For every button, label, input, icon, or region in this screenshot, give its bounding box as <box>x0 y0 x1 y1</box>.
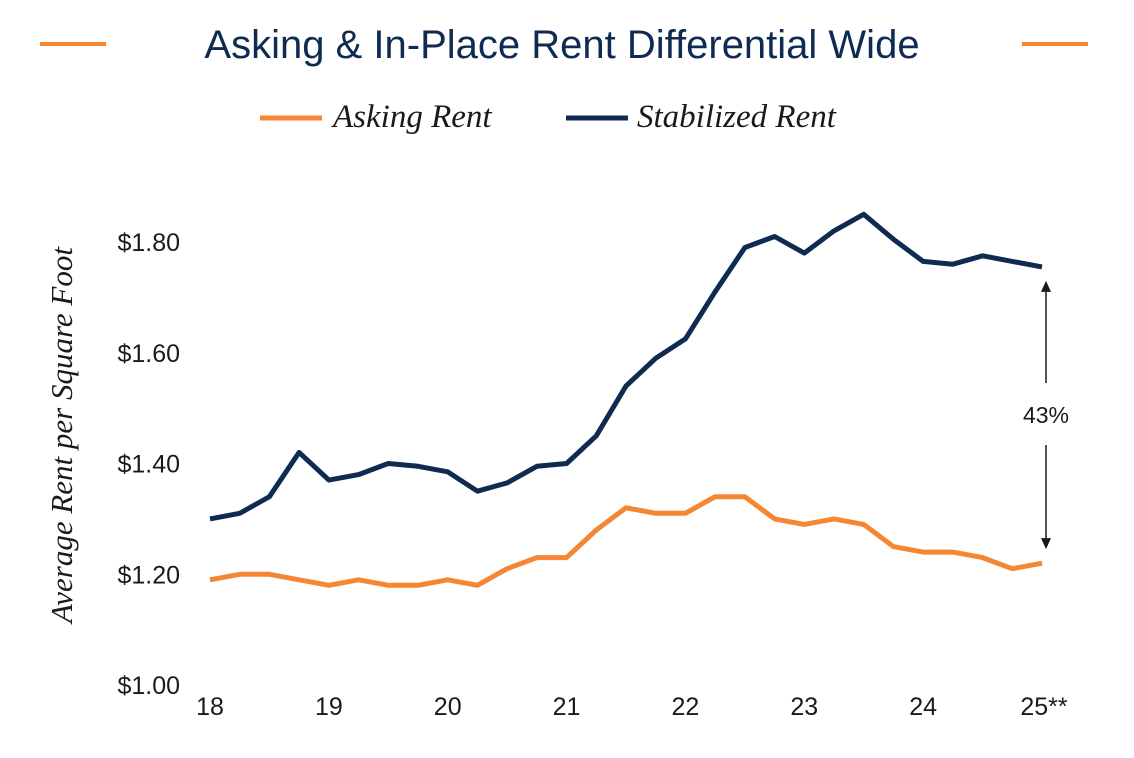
differential-annotation: 43% <box>1023 280 1069 550</box>
x-tick-label: 19 <box>315 693 343 721</box>
legend: Asking Rent Stabilized Rent <box>260 99 837 135</box>
x-tick-label: 20 <box>434 693 462 721</box>
y-axis-label: Average Rent per Square Foot <box>44 246 79 625</box>
annotation-arrowhead-up <box>1041 280 1051 292</box>
y-tick-label: $1.40 <box>117 451 180 479</box>
x-tick-label: 23 <box>790 693 818 721</box>
x-tick-label: 22 <box>672 693 700 721</box>
y-axis-ticks: $1.00 $1.20 $1.40 $1.60 $1.80 <box>117 229 180 700</box>
x-axis-ticks: 18 19 20 21 22 23 24 25** <box>196 693 1068 721</box>
plot-area <box>209 211 1043 588</box>
chart-title: Asking & In-Place Rent Differential Wide <box>204 23 919 67</box>
legend-label-stabilized: Stabilized Rent <box>637 99 837 135</box>
annotation-label: 43% <box>1023 402 1069 428</box>
series-line-stabilized-rent <box>209 211 1043 522</box>
x-tick-label: 25** <box>1020 693 1068 721</box>
annotation-arrowhead-down <box>1041 538 1051 550</box>
x-tick-label: 24 <box>909 693 937 721</box>
series-line-asking-rent <box>209 494 1043 588</box>
y-tick-label: $1.20 <box>117 561 180 589</box>
x-tick-label: 18 <box>196 693 224 721</box>
y-tick-label: $1.80 <box>117 229 180 257</box>
legend-label-asking: Asking Rent <box>331 99 492 135</box>
y-tick-label: $1.60 <box>117 340 180 368</box>
y-tick-label: $1.00 <box>117 672 180 700</box>
x-tick-label: 21 <box>553 693 581 721</box>
